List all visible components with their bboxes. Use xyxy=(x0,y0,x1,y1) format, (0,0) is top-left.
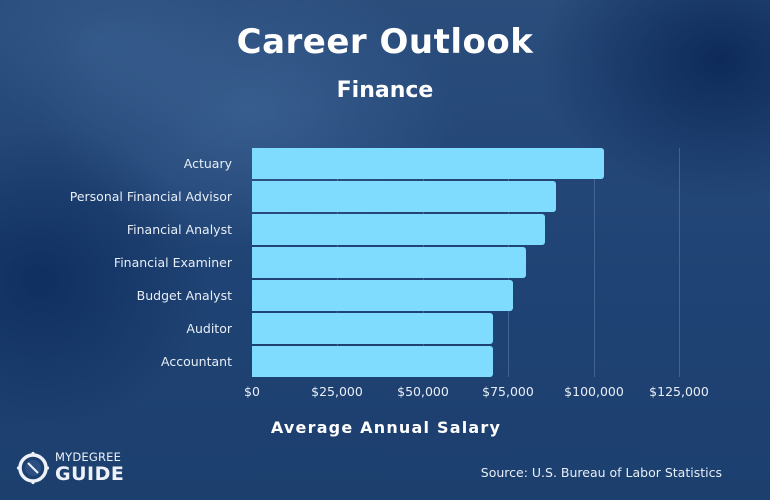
x-tick-label: $125,000 xyxy=(649,384,709,399)
mydegreeguide-logo: MYDEGREE GUIDE xyxy=(16,450,124,486)
bar xyxy=(252,214,545,245)
bar xyxy=(252,313,493,344)
category-label: Financial Examiner xyxy=(113,255,232,270)
category-label: Budget Analyst xyxy=(136,288,232,303)
bar xyxy=(252,247,526,278)
x-tick-label: $50,000 xyxy=(397,384,449,399)
source-note: Source: U.S. Bureau of Labor Statistics xyxy=(480,465,722,480)
logo-text-top: MYDEGREE xyxy=(55,450,122,465)
category-label: Auditor xyxy=(186,321,232,336)
bar xyxy=(252,280,513,311)
category-label: Personal Financial Advisor xyxy=(69,189,232,204)
x-tick-label: $75,000 xyxy=(482,384,534,399)
x-tick-label: $25,000 xyxy=(311,384,363,399)
bar xyxy=(252,181,556,212)
logo-text-bottom: GUIDE xyxy=(55,462,125,485)
bar xyxy=(252,148,604,179)
category-label: Accountant xyxy=(161,354,232,369)
compass-icon xyxy=(16,451,50,485)
page-title: Career Outlook xyxy=(236,22,534,62)
gridline xyxy=(594,148,595,377)
x-tick-label: $0 xyxy=(244,384,260,399)
x-axis-label: Average Annual Salary xyxy=(270,418,502,437)
category-label: Financial Analyst xyxy=(126,222,232,237)
page-subtitle: Finance xyxy=(336,78,434,103)
bar xyxy=(252,346,493,377)
x-tick-label: $100,000 xyxy=(564,384,624,399)
gridline xyxy=(679,148,680,377)
category-label: Actuary xyxy=(183,156,232,171)
